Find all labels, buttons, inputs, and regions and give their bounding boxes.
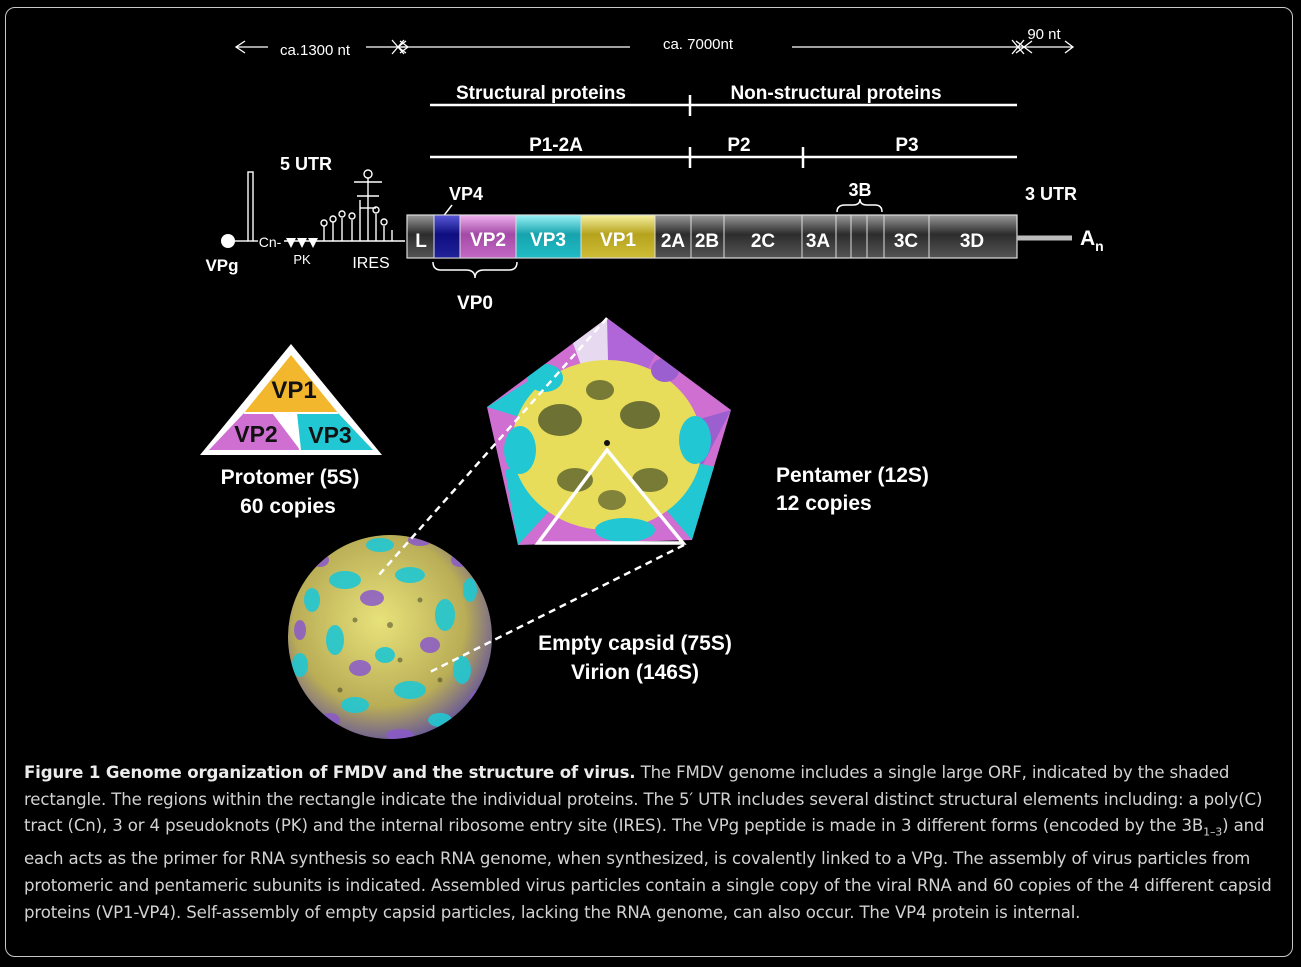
segment-label-vp1: VP1 xyxy=(600,230,636,251)
3b-label: 3B xyxy=(848,180,871,200)
right-span-label: 90 nt xyxy=(1027,26,1061,43)
3b-brace xyxy=(836,198,883,213)
caption-subscript: 1–3 xyxy=(1203,825,1223,839)
protomer-vp3-label: VP3 xyxy=(308,422,351,448)
cn-label: Cn- xyxy=(259,234,282,250)
segment-label-l: L xyxy=(415,231,427,252)
middle-span-label: ca. 7000nt xyxy=(663,36,734,53)
pentamer-copies: 12 copies xyxy=(776,492,872,515)
pseudoknots xyxy=(286,238,318,248)
segment-label-3a: 3A xyxy=(806,231,831,252)
utr5-elements xyxy=(221,169,405,248)
segment-label-vp2: VP2 xyxy=(470,230,506,251)
structural-proteins-label: Structural proteins xyxy=(456,83,626,104)
capsid-label: Empty capsid (75S) xyxy=(538,632,732,655)
protomer-vp1-label: VP1 xyxy=(271,377,316,404)
segment-label-2c: 2C xyxy=(751,231,776,252)
vp0-brace xyxy=(432,261,518,279)
protomer-triangle xyxy=(200,344,382,455)
segment-vp3 xyxy=(515,214,582,259)
segment-label-3d: 3D xyxy=(960,231,984,252)
span-arrows xyxy=(234,39,1075,55)
dashed-connectors xyxy=(377,317,685,674)
pk-label: PK xyxy=(293,252,311,267)
caption-text-2: ) and each acts as the primer for RNA sy… xyxy=(24,816,1272,922)
p2-label: P2 xyxy=(727,135,750,156)
segment-label-2b: 2B xyxy=(695,231,719,252)
polya-label: An xyxy=(1080,227,1104,254)
protomer-label: Protomer (5S) xyxy=(221,466,360,489)
protomer-copies: 60 copies xyxy=(240,495,336,518)
p1-label: P1-2A xyxy=(529,135,583,156)
pentamer-label: Pentamer (12S) xyxy=(776,464,929,487)
fmdv-figure: ca.1300 nt ca. 7000nt 90 nt Structural p… xyxy=(200,26,1104,739)
vpg-dot xyxy=(221,234,235,248)
orf-rectangle xyxy=(406,214,1072,259)
vp0-label: VP0 xyxy=(457,293,493,314)
protomer-vp2-label: VP2 xyxy=(234,421,277,447)
caption-text-1: The FMDV genome includes a single large … xyxy=(24,763,1263,836)
figure-caption: Figure 1 Genome organization of FMDV and… xyxy=(24,760,1279,927)
segment-vp1 xyxy=(580,214,656,259)
utr3-label: 3 UTR xyxy=(1025,184,1077,204)
caption-lead: Figure 1 Genome organization of FMDV and… xyxy=(24,763,636,782)
segment-label-3c: 3C xyxy=(894,231,919,252)
segment-label-vp3: VP3 xyxy=(530,230,566,251)
capsid-image xyxy=(288,535,492,739)
virion-label: Virion (146S) xyxy=(571,661,699,684)
protein-group-lines xyxy=(430,95,1017,168)
ires-label: IRES xyxy=(352,255,389,272)
nonstructural-proteins-label: Non-structural proteins xyxy=(730,83,941,104)
figure-frame xyxy=(5,7,1293,957)
vp4-label: VP4 xyxy=(449,184,483,204)
p3-label: P3 xyxy=(895,135,918,156)
vpg-label: VPg xyxy=(205,256,238,275)
pentamer-image xyxy=(487,318,731,545)
utr5-label: 5 UTR xyxy=(280,154,332,174)
segment-label-2a: 2A xyxy=(661,231,686,252)
left-span-label: ca.1300 nt xyxy=(280,42,351,59)
segment-vp4 xyxy=(433,214,461,259)
